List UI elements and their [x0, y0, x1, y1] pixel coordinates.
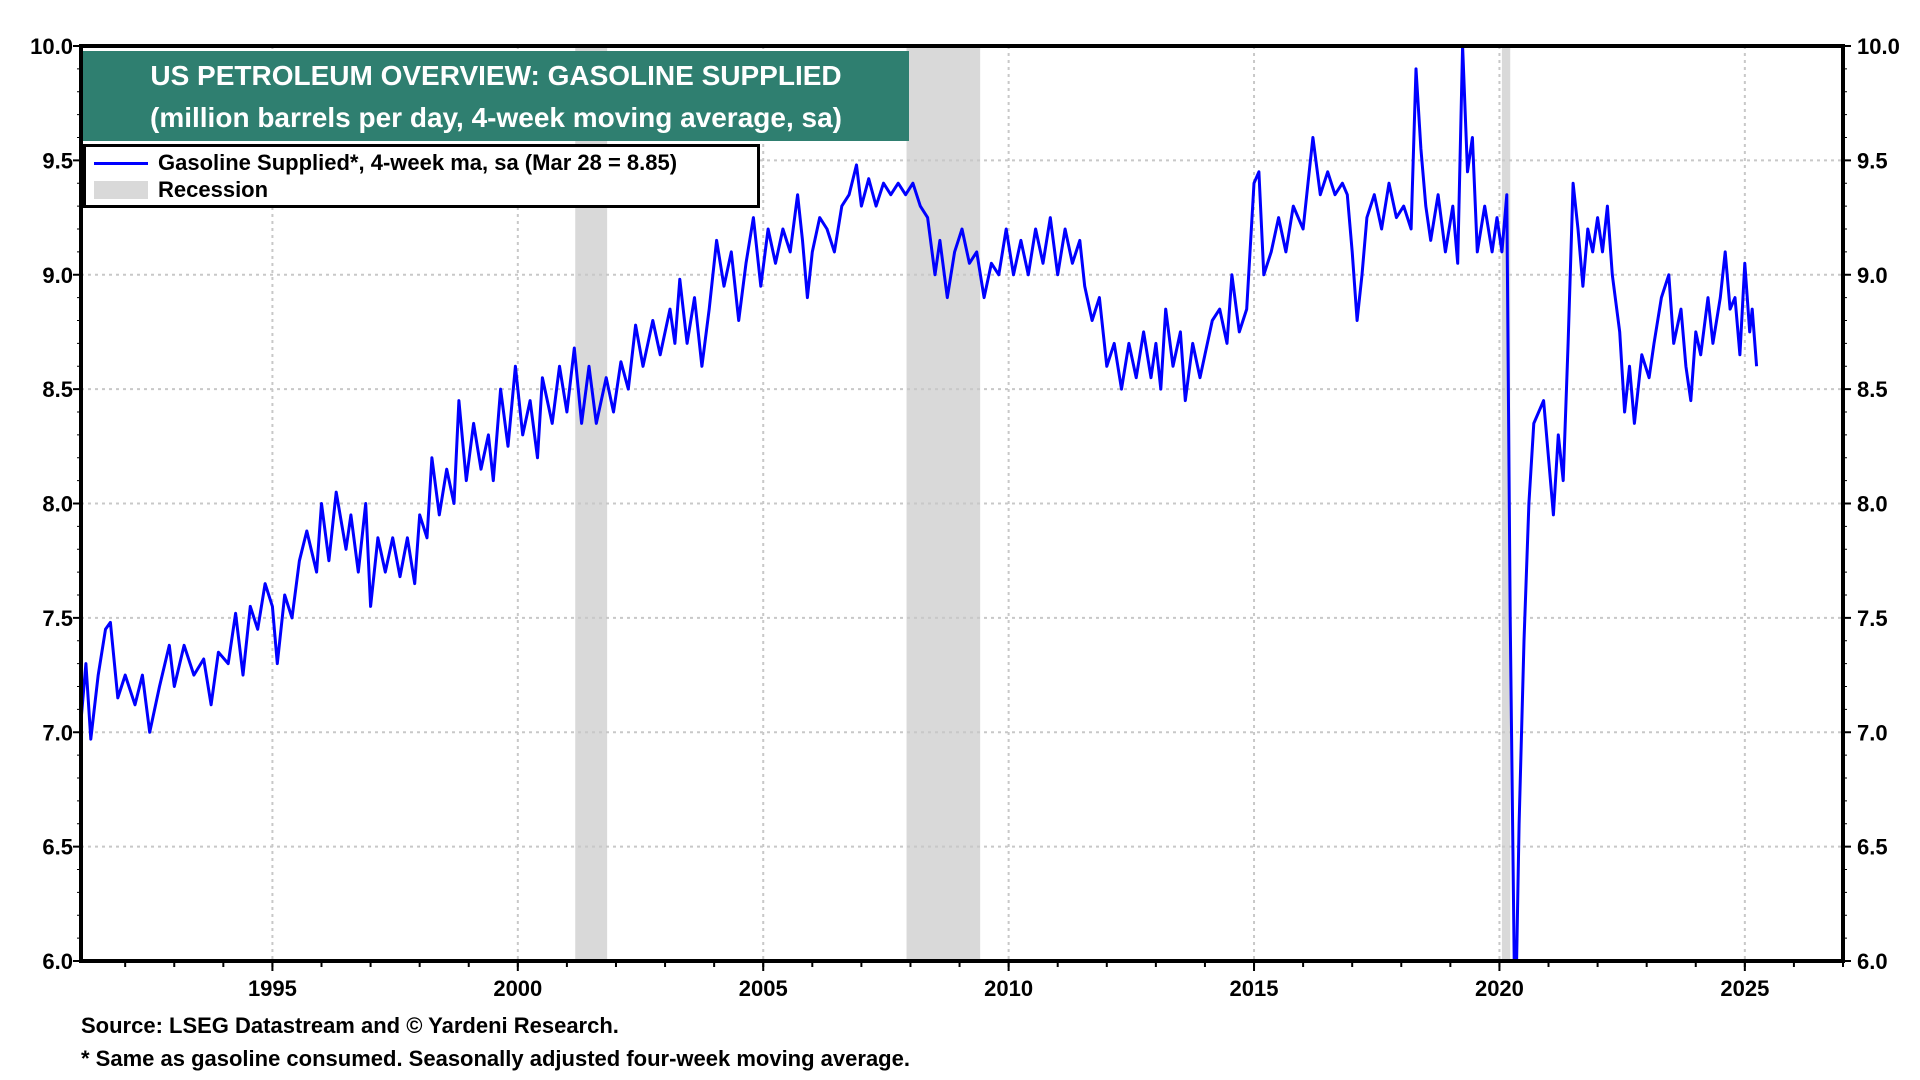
x-tick-label: 2005	[739, 976, 788, 1001]
y-tick-label-left: 9.5	[42, 148, 73, 173]
y-tick-label-right: 7.5	[1857, 606, 1888, 631]
y-tick-label-left: 6.0	[42, 949, 73, 974]
gridlines	[81, 46, 1843, 961]
y-tick-label-left: 7.0	[42, 720, 73, 745]
legend-label: Recession	[158, 177, 269, 202]
y-tick-label-left: 6.5	[42, 835, 73, 860]
legend-line-swatch	[94, 161, 148, 165]
y-tick-label-right: 8.5	[1857, 377, 1888, 402]
legend-band-swatch	[94, 181, 148, 199]
gasoline-supplied-line	[79, 44, 1759, 963]
y-tick-label-right: 9.5	[1857, 148, 1888, 173]
legend-item-recession: Recession	[94, 177, 268, 203]
legend-label: Gasoline Supplied*, 4-week ma, sa (Mar 2…	[158, 150, 678, 175]
tick-labels: 6.0 6.0 6.5 6.5 7.0 7.0 7.5 7.5 8.0 8.0 8.5 8.5 9.0 9…	[30, 34, 1900, 1001]
recession-band	[1501, 46, 1511, 961]
chart-subtitle: (million barrels per day, 4-week moving …	[150, 102, 842, 133]
y-tick-label-right: 6.5	[1857, 835, 1888, 860]
x-tick-label: 2020	[1475, 976, 1524, 1001]
x-tick-label: 1995	[248, 976, 297, 1001]
y-tick-label-left: 10.0	[30, 34, 73, 59]
y-tick-label-left: 8.0	[42, 492, 73, 517]
chart-title: US PETROLEUM OVERVIEW: GASOLINE SUPPLIED	[150, 60, 842, 91]
y-tick-label-left: 8.5	[42, 377, 73, 402]
chart-title-box: US PETROLEUM OVERVIEW: GASOLINE SUPPLIED…	[83, 51, 909, 141]
y-tick-label-left: 7.5	[42, 606, 73, 631]
y-tick-label-left: 9.0	[42, 263, 73, 288]
y-tick-label-right: 8.0	[1857, 492, 1888, 517]
x-tick-label: 2015	[1230, 976, 1279, 1001]
y-tick-label-right: 9.0	[1857, 263, 1888, 288]
axes	[73, 44, 1851, 971]
x-tick-label: 2000	[493, 976, 542, 1001]
legend: Gasoline Supplied*, 4-week ma, sa (Mar 2…	[83, 144, 760, 208]
x-tick-label: 2010	[984, 976, 1033, 1001]
plot-frame	[79, 44, 1845, 963]
y-tick-label-right: 10.0	[1857, 34, 1900, 59]
legend-item-gasoline: Gasoline Supplied*, 4-week ma, sa (Mar 2…	[94, 150, 677, 176]
footnote: * Same as gasoline consumed. Seasonally …	[81, 1046, 910, 1071]
series-line	[79, 44, 1759, 963]
source-note: Source: LSEG Datastream and © Yardeni Re…	[81, 1013, 619, 1038]
y-tick-label-right: 6.0	[1857, 949, 1888, 974]
y-tick-label-right: 7.0	[1857, 720, 1888, 745]
x-tick-label: 2025	[1720, 976, 1769, 1001]
